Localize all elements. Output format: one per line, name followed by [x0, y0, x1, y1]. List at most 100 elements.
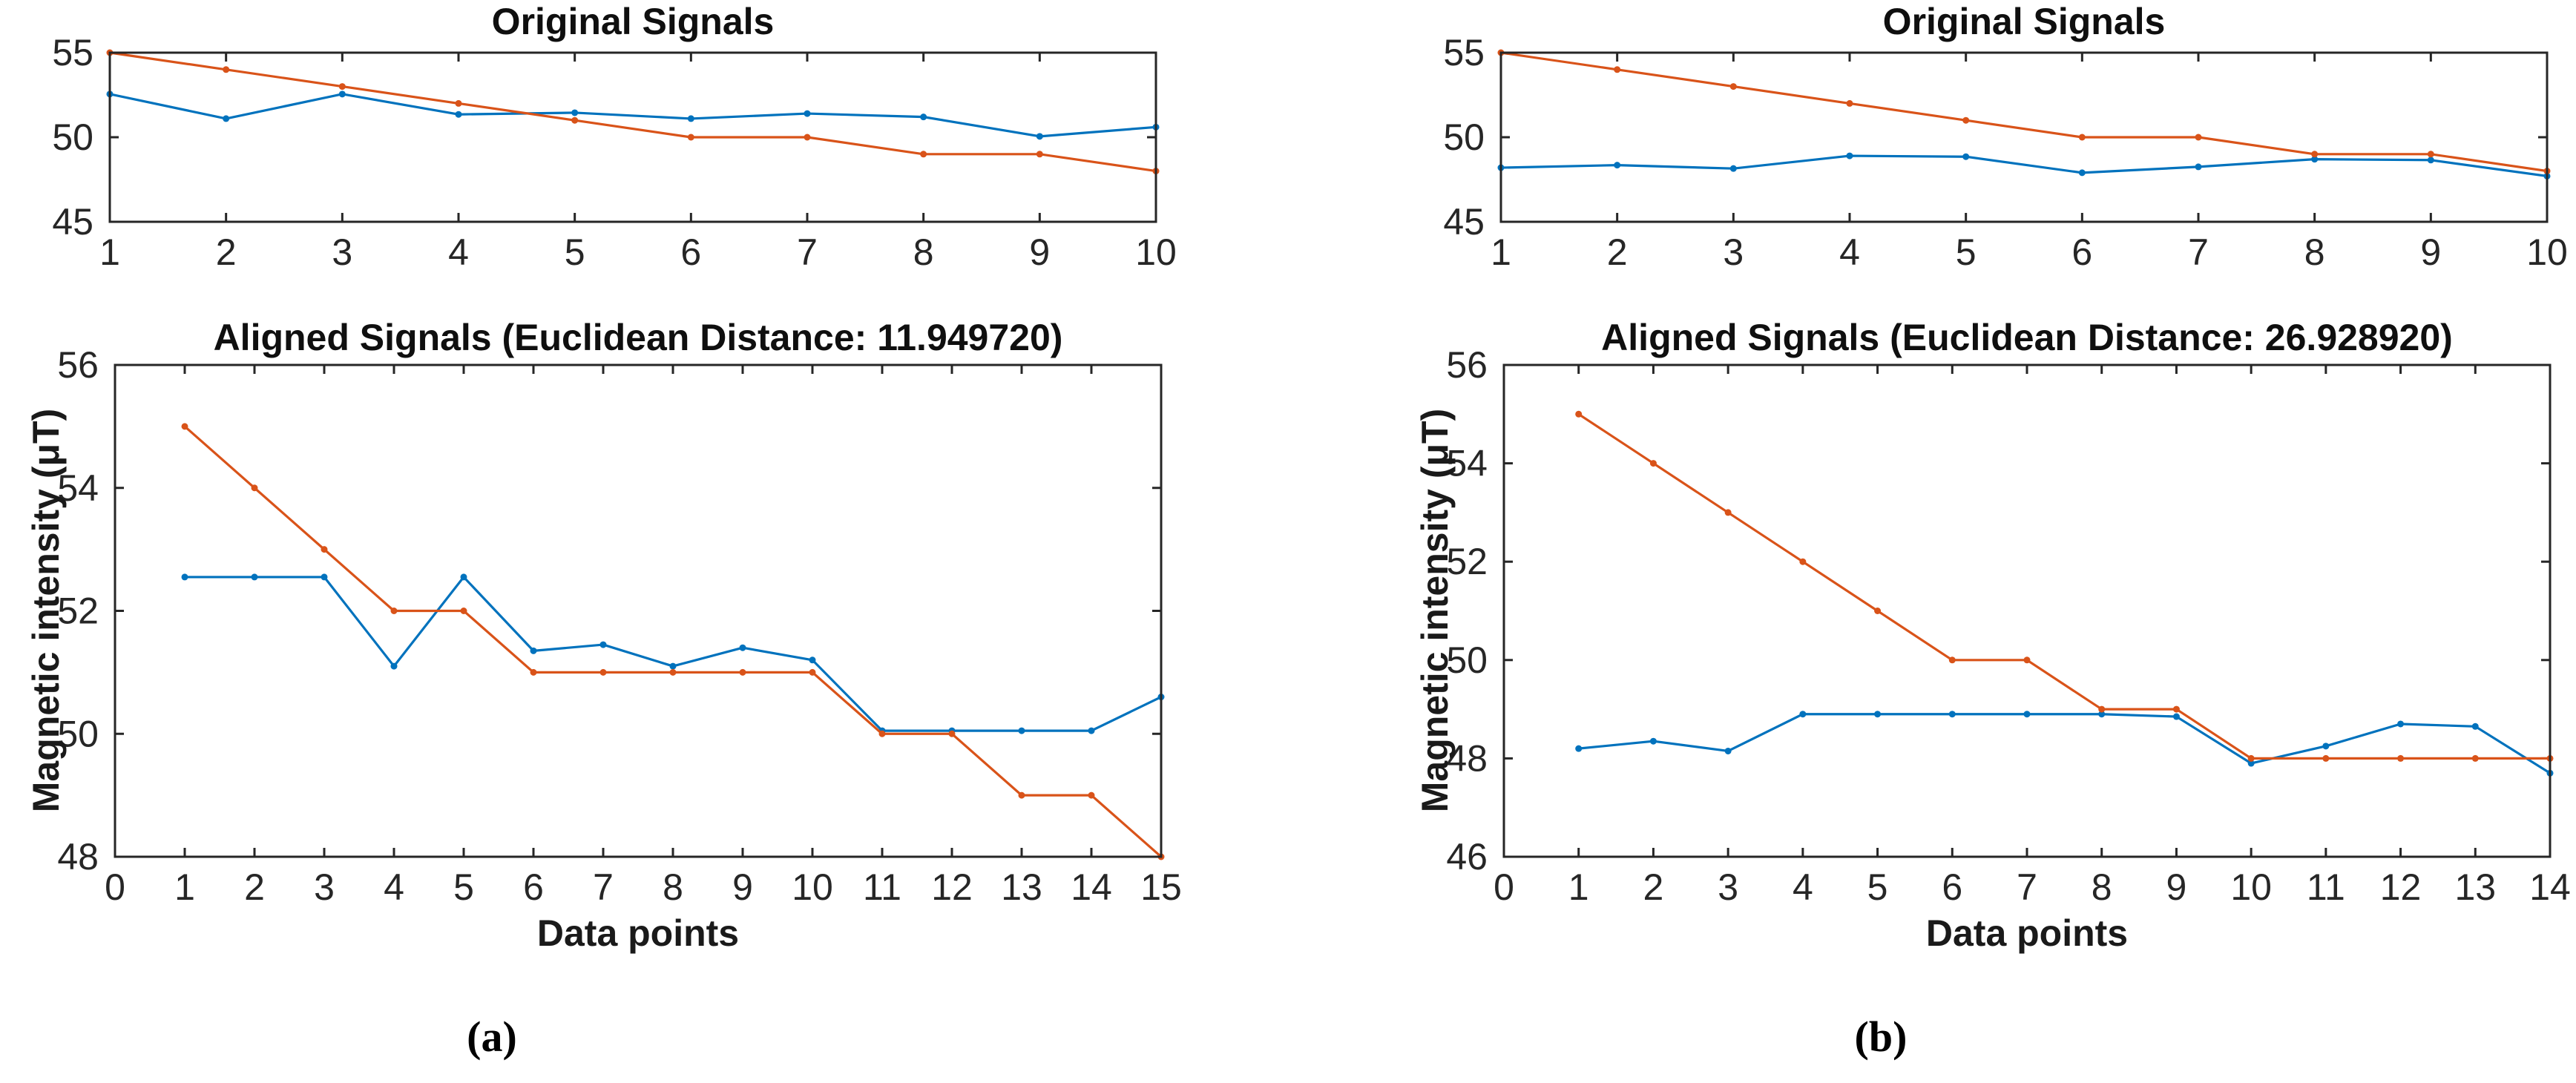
y-tick-label: 48 — [1446, 737, 1488, 779]
series-marker-measured-signal-blue — [2427, 157, 2434, 164]
y-tick-label: 54 — [57, 467, 99, 509]
caption-a: (a) — [467, 1013, 517, 1061]
series-marker-measured-signal-blue — [223, 115, 230, 122]
chart-title-aligned-b: Aligned Signals (Euclidean Distance: 26.… — [1601, 317, 2453, 358]
series-marker-aligned-reference-signal-orange — [2172, 705, 2180, 713]
series-marker-aligned-measured-signal-blue — [251, 573, 258, 581]
x-tick-label: 1 — [99, 231, 120, 273]
series-marker-measured-signal-blue — [571, 109, 579, 116]
chart-title-original-a: Original Signals — [491, 1, 775, 42]
series-marker-aligned-measured-signal-blue — [2247, 760, 2255, 767]
x-tick-label: 4 — [384, 866, 404, 908]
x-tick-label: 9 — [2420, 231, 2441, 273]
series-marker-measured-signal-blue — [1614, 162, 1621, 169]
series-marker-aligned-measured-signal-blue — [2023, 711, 2031, 718]
caption-b: (b) — [1854, 1013, 1908, 1061]
series-line-aligned-measured-signal-blue — [185, 576, 1162, 732]
series-line-reference-signal-orange — [1500, 51, 2548, 173]
x-tick-label: 2 — [1607, 231, 1628, 273]
series-marker-aligned-reference-signal-orange — [878, 730, 886, 737]
x-tick-label: 0 — [105, 866, 125, 908]
axes-box — [108, 51, 1157, 223]
chart-title-aligned-a: Aligned Signals (Euclidean Distance: 11.… — [213, 317, 1063, 358]
x-tick-label: 6 — [2071, 231, 2092, 273]
x-tick-label: 9 — [732, 866, 753, 908]
series-line-aligned-reference-signal-orange — [183, 425, 1163, 858]
series-marker-reference-signal-orange — [223, 66, 230, 73]
x-tick-label: 10 — [792, 866, 833, 908]
series-marker-reference-signal-orange — [1962, 116, 1970, 124]
series-marker-aligned-reference-signal-orange — [530, 668, 537, 676]
series-marker-reference-signal-orange — [2195, 134, 2202, 141]
x-axis-label-aligned-b: Data points — [1925, 912, 2129, 954]
series-marker-aligned-measured-signal-blue — [2322, 743, 2330, 750]
x-tick-label: 1 — [1568, 866, 1589, 908]
series-marker-aligned-reference-signal-orange — [669, 668, 677, 676]
series-marker-reference-signal-orange — [920, 151, 927, 158]
x-tick-label: 6 — [1942, 866, 1962, 908]
series-marker-aligned-measured-signal-blue — [390, 662, 398, 670]
y-tick-label: 52 — [57, 590, 99, 632]
x-tick-label: 9 — [2166, 866, 2187, 908]
series-line-measured-signal-blue — [109, 93, 1157, 138]
x-tick-label: 7 — [2188, 231, 2209, 273]
x-tick-label: 5 — [453, 866, 474, 908]
x-tick-label: 6 — [523, 866, 544, 908]
series-marker-aligned-reference-signal-orange — [2247, 754, 2255, 762]
series-marker-aligned-measured-signal-blue — [460, 573, 467, 581]
x-tick-label: 15 — [1140, 866, 1182, 908]
series-marker-measured-signal-blue — [1729, 165, 1737, 172]
y-tick-label: 46 — [1446, 836, 1488, 878]
y-tick-label: 54 — [1446, 443, 1488, 484]
series-marker-reference-signal-orange — [2311, 151, 2319, 158]
series-marker-aligned-reference-signal-orange — [809, 668, 816, 676]
x-tick-label: 9 — [1029, 231, 1050, 273]
series-marker-aligned-measured-signal-blue — [2172, 713, 2180, 720]
series-marker-aligned-reference-signal-orange — [2023, 656, 2031, 664]
series-marker-reference-signal-orange — [338, 83, 346, 90]
x-tick-label: 7 — [593, 866, 614, 908]
x-tick-label: 14 — [1071, 866, 1112, 908]
x-axis-label-aligned-a: Data points — [536, 912, 740, 954]
series-marker-aligned-measured-signal-blue — [1575, 745, 1583, 752]
x-tick-label: 7 — [2017, 866, 2037, 908]
series-marker-measured-signal-blue — [920, 113, 927, 121]
y-axis-label-aligned-b: Magnetic intensity (μT) — [1414, 408, 1456, 813]
x-tick-label: 13 — [1001, 866, 1042, 908]
series-marker-aligned-measured-signal-blue — [1649, 737, 1657, 745]
series-marker-aligned-reference-signal-orange — [1799, 558, 1807, 565]
y-tick-label: 45 — [52, 201, 93, 243]
series-marker-reference-signal-orange — [804, 134, 811, 141]
series-line-reference-signal-orange — [109, 51, 1157, 173]
chart-title-original-b: Original Signals — [1882, 1, 2166, 42]
series-marker-aligned-measured-signal-blue — [1874, 711, 1882, 718]
x-tick-label: 3 — [1723, 231, 1744, 273]
x-tick-label: 12 — [931, 866, 973, 908]
x-tick-label: 4 — [1793, 866, 1813, 908]
axes-box — [1499, 51, 2549, 223]
series-marker-aligned-measured-signal-blue — [1088, 727, 1095, 734]
x-tick-label: 0 — [1494, 866, 1514, 908]
y-tick-label: 50 — [1443, 116, 1485, 158]
series-marker-aligned-reference-signal-orange — [2397, 754, 2405, 762]
x-tick-label: 1 — [174, 866, 195, 908]
x-tick-label: 8 — [2304, 231, 2325, 273]
x-tick-label: 2 — [216, 231, 237, 273]
series-line-aligned-measured-signal-blue — [1578, 713, 2551, 774]
x-tick-label: 8 — [663, 866, 683, 908]
series-marker-aligned-measured-signal-blue — [2397, 720, 2405, 728]
series-marker-aligned-reference-signal-orange — [2322, 754, 2330, 762]
axes-box — [1502, 363, 2552, 858]
series-marker-measured-signal-blue — [687, 115, 694, 122]
series-marker-aligned-reference-signal-orange — [2471, 754, 2479, 762]
series-marker-aligned-measured-signal-blue — [530, 647, 537, 654]
series-marker-reference-signal-orange — [1846, 99, 1853, 107]
x-tick-label: 4 — [448, 231, 469, 273]
y-tick-label: 45 — [1443, 201, 1485, 243]
series-marker-aligned-reference-signal-orange — [1874, 608, 1882, 614]
x-tick-label: 10 — [2230, 866, 2272, 908]
series-marker-aligned-measured-signal-blue — [1948, 711, 1956, 718]
